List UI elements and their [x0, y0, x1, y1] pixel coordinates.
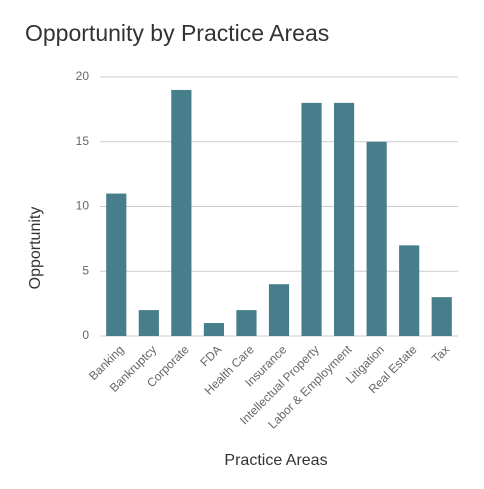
bar: [203, 323, 224, 336]
chart-title: Opportunity by Practice Areas: [25, 20, 329, 46]
bar: [301, 102, 322, 337]
x-axis-title: Practice Areas: [224, 452, 327, 469]
x-tick-label: Tax: [429, 342, 452, 365]
bar: [138, 310, 159, 336]
bar: [171, 89, 192, 336]
x-tick-label: FDA: [197, 342, 224, 369]
y-axis-title: Opportunity: [27, 207, 44, 290]
y-tick-label: 0: [82, 328, 89, 342]
bar: [366, 141, 387, 336]
y-tick-label: 20: [76, 69, 90, 83]
bar: [334, 102, 355, 337]
bar: [431, 297, 452, 336]
bar: [268, 284, 290, 336]
y-tick-label: 10: [76, 199, 90, 213]
bar: [399, 245, 420, 336]
y-tick-label: 15: [76, 134, 90, 148]
bar: [106, 193, 127, 336]
y-tick-label: 5: [82, 263, 89, 277]
bar: [236, 310, 257, 336]
